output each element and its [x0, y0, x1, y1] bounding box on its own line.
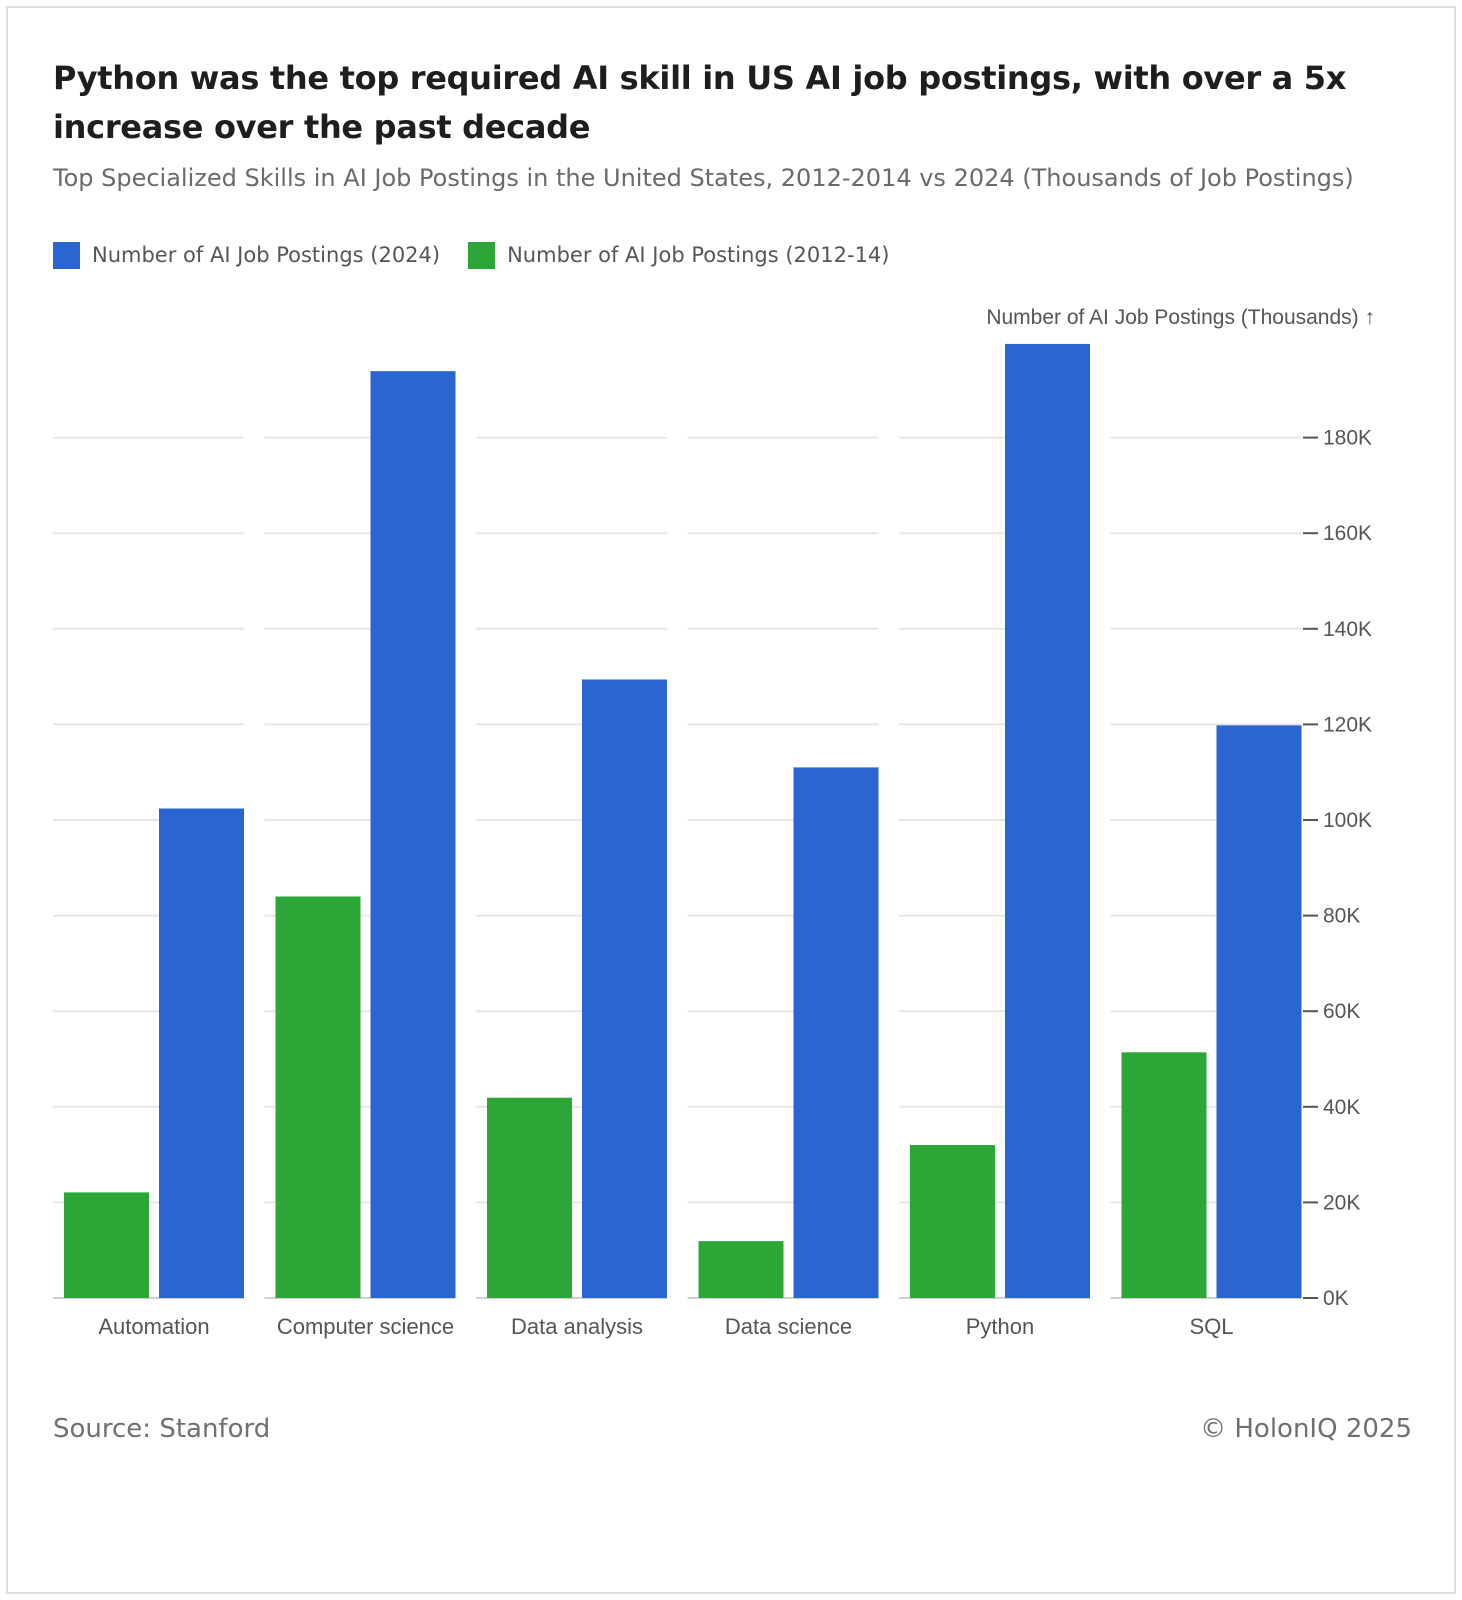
bar-2024 — [793, 767, 879, 1298]
x-tick-label: Python — [966, 1314, 1035, 1339]
x-tick-label: SQL — [1189, 1314, 1233, 1339]
legend-item-2024[interactable]: Number of AI Job Postings (2024) — [53, 241, 441, 269]
bar-2012-14 — [275, 896, 361, 1298]
bar-2012-14 — [698, 1241, 784, 1298]
chart-frame — [6, 6, 1456, 1594]
y-tick-label: 60K — [1323, 1000, 1360, 1023]
bar-2024 — [582, 679, 667, 1298]
x-tick-label: Computer science — [277, 1314, 454, 1339]
legend-label-2012-14: Number of AI Job Postings (2012-14) — [507, 243, 890, 267]
y-axis-title: Number of AI Job Postings (Thousands) ↑ — [986, 306, 1375, 329]
y-tick-label: 180K — [1323, 427, 1372, 450]
y-tick-label: 120K — [1323, 713, 1372, 736]
x-tick-label: Data analysis — [511, 1314, 643, 1339]
source-note: Source: Stanford — [53, 1414, 271, 1444]
y-tick-label: 80K — [1323, 905, 1360, 928]
legend: Number of AI Job Postings (2024) Number … — [53, 240, 917, 270]
x-tick-label: Automation — [98, 1314, 209, 1339]
legend-swatch-2012-14 — [468, 241, 496, 269]
y-tick-label: 160K — [1323, 522, 1372, 545]
bar-2012-14 — [64, 1192, 149, 1298]
y-tick-label: 140K — [1323, 618, 1372, 641]
x-axis-labels: Automation Computer science Data analysis D… — [98, 1314, 1233, 1339]
legend-label-2024: Number of AI Job Postings (2024) — [92, 243, 441, 267]
bar-2024 — [370, 371, 456, 1299]
bar-2012-14 — [487, 1097, 572, 1298]
bar-2024 — [1216, 725, 1302, 1298]
bar-2012-14 — [1121, 1052, 1207, 1298]
chart-subtitle: Top Specialized Skills in AI Job Posting… — [53, 164, 1354, 192]
y-tick-label: 40K — [1323, 1096, 1360, 1119]
y-tick-label: 20K — [1323, 1191, 1360, 1214]
y-tick-label: 0K — [1323, 1287, 1349, 1310]
legend-swatch-2024 — [53, 241, 80, 269]
bar-chart: Number of AI Job Postings (Thousands) ↑ … — [53, 306, 1375, 1339]
y-tick-label: 100K — [1323, 809, 1372, 832]
bar-2024 — [1005, 343, 1090, 1298]
legend-item-2012-14[interactable]: Number of AI Job Postings (2012-14) — [468, 241, 890, 269]
bar-2024 — [159, 808, 244, 1298]
bar-2012-14 — [910, 1145, 995, 1298]
bars — [64, 343, 1302, 1299]
chart-title: Python was the top required AI skill in … — [53, 59, 1347, 146]
x-tick-label: Data science — [725, 1314, 852, 1339]
y-axis-ticks: 0K 20K 40K 60K 80K 100K 120K 140K 160K 180K — [1303, 427, 1372, 1310]
copyright-note: © HolonIQ 2025 — [1200, 1414, 1412, 1444]
